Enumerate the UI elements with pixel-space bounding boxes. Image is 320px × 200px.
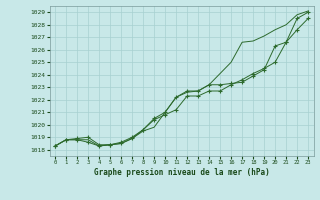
X-axis label: Graphe pression niveau de la mer (hPa): Graphe pression niveau de la mer (hPa)	[94, 168, 269, 177]
